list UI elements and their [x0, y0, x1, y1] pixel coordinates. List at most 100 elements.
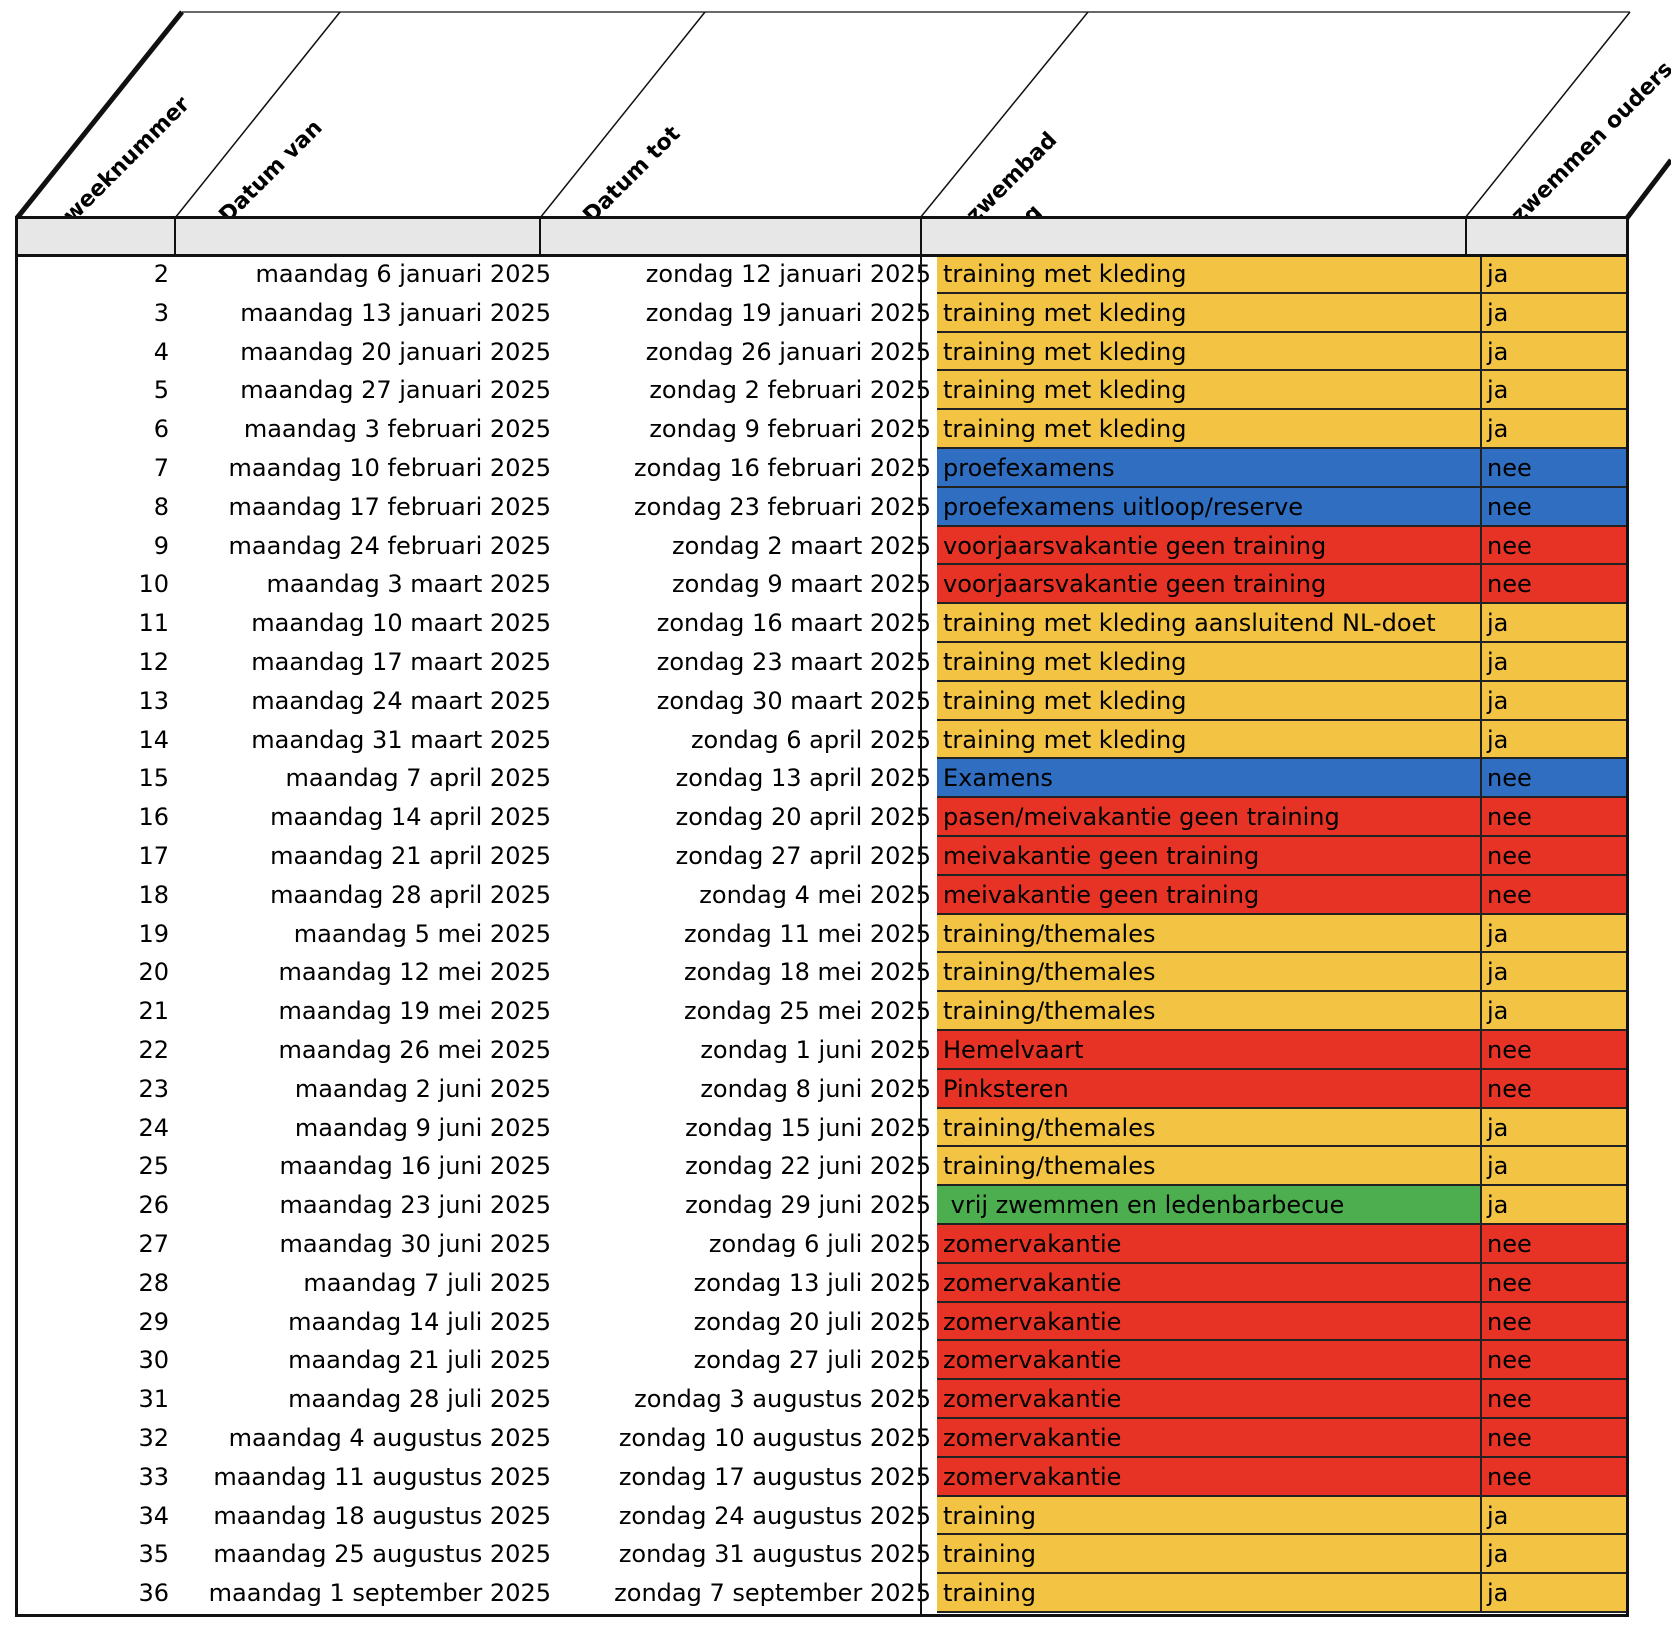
- datum-tot-cell: zondag 7 september 2025: [614, 1579, 931, 1608]
- activity-cell: training met kleding: [937, 293, 1482, 333]
- activity-cell: training met kleding: [937, 410, 1482, 449]
- datum-van-cell: maandag 31 maart 2025: [251, 725, 551, 754]
- datum-van-cell: maandag 30 juni 2025: [279, 1229, 551, 1258]
- datum-van-cell: maandag 3 maart 2025: [266, 570, 551, 599]
- datum-tot-cell: zondag 11 mei 2025: [684, 919, 931, 948]
- datum-tot-cell: zondag 10 augustus 2025: [618, 1423, 931, 1452]
- activity-cell: zomervakantie: [937, 1380, 1482, 1419]
- ouders-cell: ja: [1482, 914, 1627, 954]
- table-row: 13 maandag 24 maart 2025 zondag 30 maart 2…: [17, 681, 1627, 721]
- datum-van-cell: maandag 9 juni 2025: [294, 1113, 551, 1142]
- ouders-cell: nee: [1482, 1418, 1627, 1458]
- week-cell: 31: [138, 1385, 169, 1414]
- week-cell: 35: [138, 1540, 169, 1569]
- datum-tot-cell: zondag 18 mei 2025: [684, 958, 931, 987]
- ouders-cell: ja: [1482, 1574, 1627, 1613]
- frame-bottom-line: [15, 1614, 1629, 1617]
- datum-van-cell: maandag 13 januari 2025: [240, 298, 551, 327]
- table-row: 9 maandag 24 februari 2025 zondag 2 maart …: [17, 526, 1627, 566]
- ouders-cell: nee: [1482, 487, 1627, 527]
- ouders-cell: nee: [1482, 526, 1627, 566]
- table-row: 28 maandag 7 juli 2025 zondag 13 juli 2025…: [17, 1263, 1627, 1303]
- ouders-cell: nee: [1482, 1302, 1627, 1342]
- table-row: 16 maandag 14 april 2025 zondag 20 april 2…: [17, 798, 1627, 837]
- week-cell: 22: [138, 1035, 169, 1064]
- activity-cell: training: [937, 1496, 1482, 1536]
- datum-tot-cell: zondag 3 augustus 2025: [634, 1385, 931, 1414]
- activity-cell: training/themales: [937, 914, 1482, 954]
- ouders-cell: ja: [1482, 604, 1627, 643]
- ouders-cell: ja: [1482, 720, 1627, 760]
- table-row: 25 maandag 16 juni 2025 zondag 22 juni 202…: [17, 1147, 1627, 1187]
- datum-tot-cell: zondag 2 februari 2025: [649, 376, 931, 405]
- ouders-cell: ja: [1482, 1147, 1627, 1187]
- activity-cell: vrij zwemmen en ledenbarbecue: [937, 1186, 1482, 1225]
- table-row: 26 maandag 23 juni 2025 zondag 29 juni 202…: [17, 1186, 1627, 1225]
- table-row: 2 maandag 6 januari 2025 zondag 12 januari…: [17, 255, 1627, 294]
- table-row: 20 maandag 12 mei 2025 zondag 18 mei 2025 t…: [17, 953, 1627, 993]
- datum-van-cell: maandag 14 april 2025: [270, 803, 551, 832]
- ouders-cell: ja: [1482, 255, 1627, 294]
- week-cell: 25: [138, 1152, 169, 1181]
- week-cell: 19: [138, 919, 169, 948]
- activity-cell: training met kleding: [937, 371, 1482, 411]
- ouders-cell: ja: [1482, 1496, 1627, 1536]
- datum-tot-cell: zondag 29 juni 2025: [685, 1191, 931, 1220]
- header-slant-line: [174, 11, 341, 219]
- band-divider: [174, 216, 176, 256]
- activity-cell: training/themales: [937, 953, 1482, 993]
- datum-tot-cell: zondag 20 april 2025: [675, 803, 931, 832]
- activity-cell: zomervakantie: [937, 1418, 1482, 1458]
- datum-tot-cell: zondag 2 maart 2025: [672, 531, 931, 560]
- schedule-table: 2 maandag 6 januari 2025 zondag 12 januari…: [17, 255, 1627, 1613]
- datum-tot-cell: zondag 22 juni 2025: [685, 1152, 931, 1181]
- header-slant-line: [1464, 11, 1631, 219]
- activity-cell: voorjaarsvakantie geen training: [937, 526, 1482, 566]
- datum-van-cell: maandag 7 juli 2025: [303, 1268, 551, 1297]
- datum-tot-cell: zondag 31 augustus 2025: [618, 1540, 931, 1569]
- activity-cell: training/themales: [937, 1108, 1482, 1148]
- ouders-cell: ja: [1482, 410, 1627, 449]
- datum-tot-cell: zondag 24 augustus 2025: [618, 1501, 931, 1530]
- week-cell: 7: [153, 453, 169, 482]
- week-cell: 16: [138, 803, 169, 832]
- table-row: 31 maandag 28 juli 2025 zondag 3 augustus …: [17, 1380, 1627, 1419]
- datum-van-cell: maandag 25 augustus 2025: [213, 1540, 551, 1569]
- frame-right-line: [1626, 216, 1629, 1617]
- datum-tot-cell: zondag 23 maart 2025: [656, 647, 931, 676]
- table-row: 4 maandag 20 januari 2025 zondag 26 januar…: [17, 332, 1627, 372]
- week-cell: 23: [138, 1074, 169, 1103]
- week-cell: 9: [153, 531, 169, 560]
- datum-tot-cell: zondag 13 april 2025: [675, 764, 931, 793]
- ouders-cell: nee: [1482, 759, 1627, 799]
- datum-van-cell: maandag 3 februari 2025: [243, 415, 551, 444]
- activity-cell: proefexamens: [937, 448, 1482, 488]
- datum-van-cell: maandag 12 mei 2025: [278, 958, 552, 987]
- table-row: 11 maandag 10 maart 2025 zondag 16 maart 2…: [17, 604, 1627, 643]
- week-cell: 21: [138, 997, 169, 1026]
- datum-tot-cell: zondag 9 maart 2025: [672, 570, 931, 599]
- ouders-cell: ja: [1482, 1535, 1627, 1575]
- table-row: 34 maandag 18 augustus 2025 zondag 24 augu…: [17, 1496, 1627, 1536]
- datum-van-cell: maandag 1 september 2025: [208, 1579, 551, 1608]
- table-row: 32 maandag 4 augustus 2025 zondag 10 augus…: [17, 1418, 1627, 1458]
- datum-tot-cell: zondag 4 mei 2025: [699, 880, 931, 909]
- activity-cell: proefexamens uitloop/reserve: [937, 487, 1482, 527]
- week-cell: 36: [138, 1579, 169, 1608]
- datum-tot-cell: zondag 8 juni 2025: [700, 1074, 931, 1103]
- ouders-cell: ja: [1482, 293, 1627, 333]
- table-row: 5 maandag 27 januari 2025 zondag 2 februar…: [17, 371, 1627, 411]
- datum-tot-cell: zondag 27 april 2025: [675, 841, 931, 870]
- ouders-cell: ja: [1482, 371, 1627, 411]
- datum-van-cell: maandag 20 januari 2025: [240, 337, 551, 366]
- datum-tot-cell: zondag 13 juli 2025: [693, 1268, 931, 1297]
- datum-tot-cell: zondag 16 februari 2025: [634, 453, 931, 482]
- frame-top-line: [15, 216, 1629, 219]
- table-row: 3 maandag 13 januari 2025 zondag 19 januar…: [17, 293, 1627, 333]
- week-cell: 20: [138, 958, 169, 987]
- datum-van-cell: maandag 28 april 2025: [270, 880, 551, 909]
- week-cell: 32: [138, 1423, 169, 1452]
- week-cell: 12: [138, 647, 169, 676]
- band-divider: [1465, 216, 1467, 256]
- datum-tot-cell: zondag 19 januari 2025: [645, 298, 931, 327]
